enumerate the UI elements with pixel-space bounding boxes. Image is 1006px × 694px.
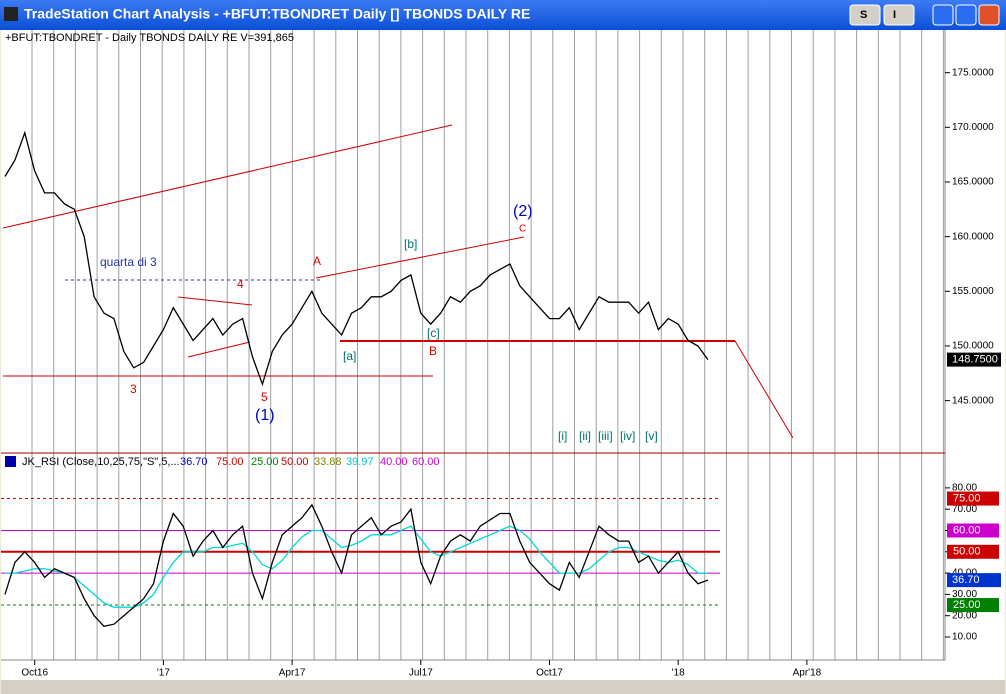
btn-label: S <box>860 9 867 21</box>
rsi-legend-value: 39.97 <box>346 456 374 468</box>
rsi-title: JK_RSI (Close,10,25,75,"S",5,... <box>22 456 180 468</box>
y-tick-label: 10.00 <box>952 632 977 643</box>
annotation: 4 <box>237 277 244 291</box>
rsi-legend-value: 33.88 <box>314 456 342 468</box>
annotation: [a] <box>343 349 356 363</box>
app-icon <box>4 7 18 21</box>
btn-label: I <box>893 9 896 21</box>
x-tick-label: Oct17 <box>536 668 563 679</box>
annotation: [v] <box>645 429 658 443</box>
scrollbar[interactable] <box>1 680 1005 694</box>
rsi-legend-swatch <box>5 456 16 467</box>
last-value-box <box>947 573 1001 588</box>
annotation: [iv] <box>620 429 635 443</box>
annotation: [ii] <box>579 429 591 443</box>
y-tick-label: 175.0000 <box>952 67 994 78</box>
rsi-legend-value: 75.00 <box>216 456 244 468</box>
annotation: C <box>519 224 526 235</box>
minimize[interactable] <box>932 4 954 26</box>
last-value-box <box>947 352 1001 367</box>
y-tick-label: 80.00 <box>952 483 977 494</box>
chart-header: +BFUT:TBONDRET - Daily TBONDS DAILY RE V… <box>5 32 294 44</box>
y-tick-label: 145.0000 <box>952 395 994 406</box>
x-tick-label: Apr'18 <box>793 668 822 679</box>
maximize[interactable] <box>955 4 977 26</box>
x-tick-label: Jul17 <box>409 668 433 679</box>
annotation: B <box>429 344 437 358</box>
last-value-label: 36.70 <box>952 574 980 586</box>
annotation: [i] <box>558 429 567 443</box>
x-tick-label: '18 <box>672 668 685 679</box>
y-tick-label: 165.0000 <box>952 177 994 188</box>
level-label: 25.00 <box>953 599 981 611</box>
y-tick-label: 150.0000 <box>952 341 994 352</box>
y-tick-label: 30.00 <box>952 589 977 600</box>
rsi-legend-value: 50.00 <box>281 456 309 468</box>
annotation: [b] <box>404 237 417 251</box>
y-tick-label: 70.00 <box>952 504 977 515</box>
last-value-label: 148.7500 <box>952 354 998 366</box>
rsi-legend-value: 36.70 <box>180 456 208 468</box>
btn-i[interactable]: I <box>883 4 915 26</box>
annotation: [iii] <box>598 429 613 443</box>
window-title: TradeStation Chart Analysis - +BFUT:TBON… <box>24 6 530 22</box>
annotation: quarta di 3 <box>100 255 157 269</box>
grid <box>31 30 944 660</box>
series-line <box>4 503 709 628</box>
annotation: (2) <box>513 203 533 220</box>
chart-bg <box>1 30 1005 680</box>
title-bar <box>0 0 1006 30</box>
series-line <box>4 130 709 387</box>
btn-s[interactable]: S <box>849 4 881 26</box>
level-label: 60.00 <box>953 524 981 536</box>
rsi-legend-value: 60.00 <box>412 456 440 468</box>
level-box <box>947 491 999 506</box>
x-tick-label: Oct16 <box>21 668 48 679</box>
drawings <box>2 124 794 439</box>
y-tick-label: 160.0000 <box>952 231 994 242</box>
annotations: quarta di 3 (2) (1) A B C 3 4 5 [a] [b] … <box>100 203 658 443</box>
level-box <box>947 598 999 613</box>
rsi-legend-value: 40.00 <box>380 456 408 468</box>
x-tick-label: Apr17 <box>279 668 306 679</box>
annotation: [c] <box>427 326 440 340</box>
annotation: 5 <box>261 390 268 404</box>
level-box <box>947 523 999 538</box>
level-label: 50.00 <box>953 546 981 558</box>
annotation: A <box>313 254 321 268</box>
series-line <box>5 525 708 608</box>
annotation: (1) <box>255 407 275 424</box>
level-box <box>947 544 999 559</box>
y-tick-label: 155.0000 <box>952 286 994 297</box>
close[interactable] <box>978 4 1000 26</box>
annotation: 3 <box>130 382 137 396</box>
level-label: 75.00 <box>953 492 981 504</box>
y-tick-label: 170.0000 <box>952 122 994 133</box>
y-tick-label: 20.00 <box>952 610 977 621</box>
x-tick-label: '17 <box>157 668 170 679</box>
rsi-legend-value: 25.00 <box>251 456 279 468</box>
